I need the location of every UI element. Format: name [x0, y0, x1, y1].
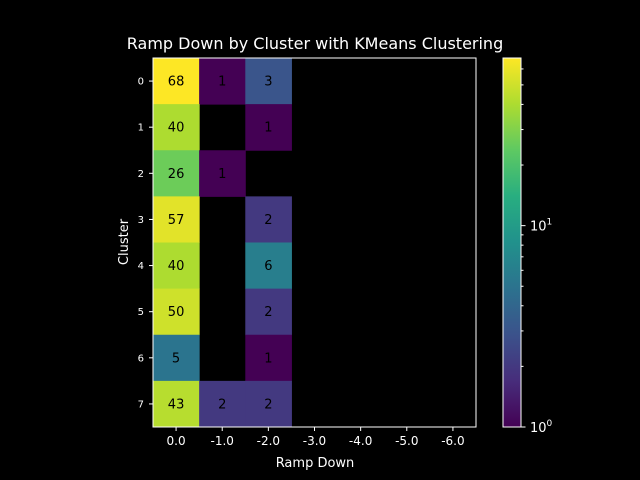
cell-value-label: 6 [264, 259, 272, 274]
cell-value-labels: 68 1 3 40 1 26 1 57 2 40 6 50 2 5 1 43 2 2 [168, 75, 273, 413]
cell-value-label: 40 [168, 259, 185, 274]
heatmap-cells [153, 58, 292, 428]
heatmap-cell [153, 104, 200, 151]
x-tick-label: -1.0 [211, 434, 234, 448]
y-tick-label: 1 [138, 123, 144, 134]
heatmap-cell [153, 196, 200, 243]
heatmap-cell [199, 150, 246, 197]
chart-title: Ramp Down by Cluster with KMeans Cluster… [127, 34, 503, 53]
heatmap-cell [245, 104, 292, 151]
cell-value-label: 26 [168, 167, 185, 182]
colorbar [502, 57, 522, 428]
plot-frame [152, 57, 477, 428]
cell-value-label: 50 [168, 305, 185, 320]
y-tick-label: 6 [138, 353, 144, 364]
y-tick-label: 5 [138, 307, 144, 318]
heatmap-cell [199, 58, 246, 105]
x-tick-label: -3.0 [303, 434, 326, 448]
x-tick-label: -6.0 [441, 434, 464, 448]
heatmap-cell [153, 380, 200, 428]
cell-value-label: 5 [172, 351, 180, 366]
y-tick-label: 0 [138, 77, 144, 88]
x-axis-ticks: 0.0 -1.0 -2.0 -3.0 -4.0 -5.0 -6.0 [167, 427, 465, 448]
colorbar-tick-label: 100 [530, 419, 553, 436]
colorbar-tick-label: 101 [530, 218, 552, 235]
cell-value-label: 57 [168, 213, 185, 228]
heatmap-cell [245, 58, 292, 105]
y-tick-label: 2 [138, 169, 144, 180]
cell-value-label: 1 [264, 351, 272, 366]
colorbar-ticks: 100 101 [521, 68, 553, 436]
heatmap-cell [153, 242, 200, 290]
cell-value-label: 43 [168, 397, 185, 412]
heatmap-cell [245, 196, 292, 243]
heatmap-cell [199, 380, 246, 428]
cell-value-label: 2 [264, 305, 272, 320]
y-axis-ticks: 0 1 2 3 4 5 6 7 [138, 77, 153, 410]
cell-value-label: 1 [264, 121, 272, 136]
heatmap-cell [153, 150, 200, 197]
x-tick-label: -5.0 [395, 434, 418, 448]
cell-value-label: 2 [264, 397, 272, 412]
heatmap-cell [245, 242, 292, 290]
cell-value-label: 40 [168, 121, 185, 136]
x-tick-label: -4.0 [349, 434, 372, 448]
heatmap-cell [245, 334, 292, 382]
heatmap-cell [245, 380, 292, 428]
heatmap-cell [153, 288, 200, 336]
y-tick-label: 3 [138, 215, 144, 226]
x-axis-label: Ramp Down [276, 456, 355, 471]
cell-value-label: 2 [218, 397, 226, 412]
cell-value-label: 2 [264, 213, 272, 228]
cell-value-label: 1 [218, 167, 226, 182]
cell-value-label: 68 [168, 75, 185, 90]
heatmap-cell [245, 288, 292, 336]
cell-value-label: 3 [264, 75, 272, 90]
heatmap-cell [153, 334, 200, 382]
x-tick-label: -2.0 [257, 434, 280, 448]
heatmap-cell [153, 58, 200, 105]
cell-value-label: 1 [218, 75, 226, 90]
y-tick-label: 7 [138, 399, 144, 410]
y-tick-label: 4 [138, 261, 144, 272]
y-axis-label: Cluster [117, 218, 132, 265]
x-tick-label: 0.0 [167, 434, 186, 448]
